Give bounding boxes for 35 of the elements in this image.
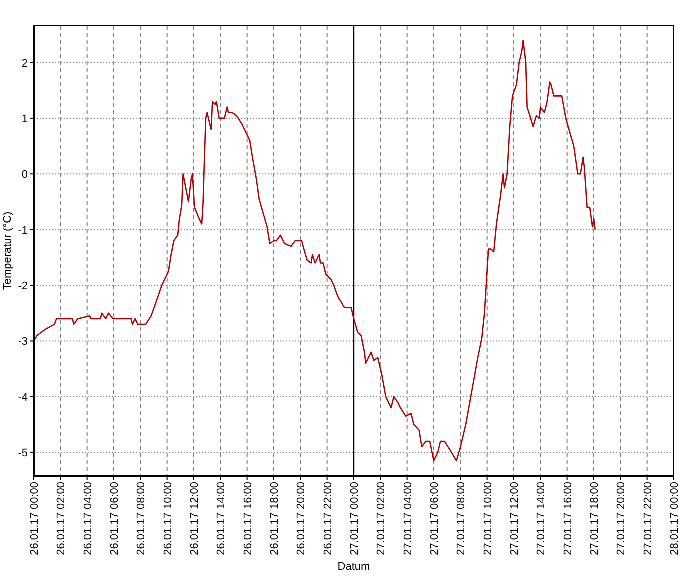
x-tick-label: 26.01.17 06:00 [109,482,121,556]
x-tick-label: 27.01.17 00:00 [349,482,361,556]
x-tick-label: 26.01.17 14:00 [216,482,228,556]
x-tick-label: 26.01.17 12:00 [189,482,201,556]
x-tick-label: 27.01.17 16:00 [562,482,574,556]
x-tick-label: 27.01.17 04:00 [402,482,414,556]
y-tick-label: -4 [18,392,28,404]
x-tick-label: 28.01.17 00:00 [669,482,680,556]
y-tick-label: 0 [22,169,28,182]
x-tick-label: 26.01.17 08:00 [136,482,148,556]
y-tick-label: -2 [18,280,28,293]
x-axis-title: Datum [338,561,370,573]
x-tick-label: 26.01.17 04:00 [82,482,94,556]
x-tick-label: 26.01.17 10:00 [162,482,174,556]
x-tick-label: 27.01.17 06:00 [429,482,441,556]
y-tick-label: -1 [18,224,28,237]
y-tick-label: -3 [18,336,28,348]
x-tick-label: 27.01.17 14:00 [536,482,548,556]
x-tick-label: 26.01.17 22:00 [322,482,334,556]
x-tick-label: 27.01.17 02:00 [376,482,388,556]
y-tick-label: 1 [22,113,28,126]
x-tick-label: 27.01.17 18:00 [589,482,601,556]
x-tick-label: 27.01.17 20:00 [616,482,628,556]
y-tick-label: 2 [22,58,28,70]
x-tick-label: 27.01.17 22:00 [642,482,654,556]
x-tick-label: 27.01.17 08:00 [456,482,468,556]
y-tick-label: -5 [18,448,28,460]
x-tick-label: 27.01.17 10:00 [482,482,494,556]
x-tick-label: 27.01.17 12:00 [509,482,521,556]
x-tick-label: 26.01.17 02:00 [56,482,68,556]
x-tick-label: 26.01.17 16:00 [242,482,254,556]
x-tick-label: 26.01.17 18:00 [269,482,281,556]
y-axis-title: Temperatur (°C) [2,212,14,290]
x-tick-label: 26.01.17 00:00 [29,482,41,556]
x-tick-label: 26.01.17 20:00 [296,482,308,556]
